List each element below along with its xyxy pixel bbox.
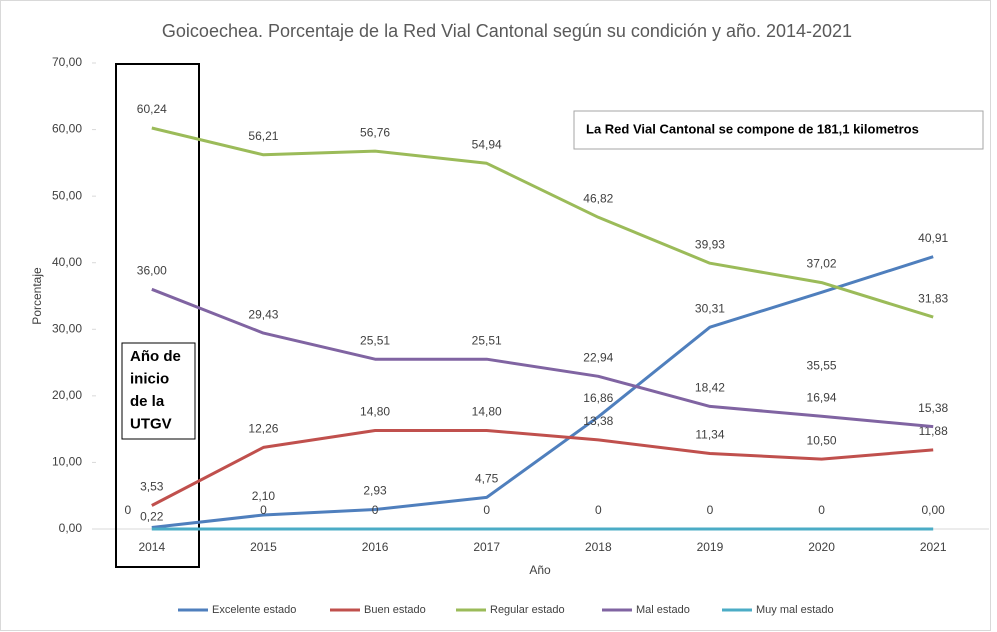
data-label: 60,24: [137, 102, 167, 116]
data-label: 2,93: [363, 484, 387, 498]
data-label: 11,88: [919, 424, 948, 438]
highlight-note-line: de la: [130, 393, 165, 410]
data-label: 0: [124, 503, 131, 517]
data-label: 39,93: [695, 237, 725, 251]
data-label: 31,83: [918, 291, 948, 305]
data-label: 11,34: [695, 428, 724, 442]
y-axis-label: Porcentaje: [30, 267, 44, 325]
data-label: 0: [372, 503, 379, 517]
data-label: 14,80: [472, 405, 502, 419]
data-label: 12,26: [248, 422, 278, 436]
data-label: 25,51: [360, 333, 390, 347]
data-label: 3,53: [140, 480, 164, 494]
data-label: 2,10: [252, 489, 276, 503]
data-label: 0: [260, 503, 267, 517]
data-label: 0: [818, 503, 825, 517]
y-tick-label: 20,00: [52, 388, 82, 402]
note: La Red Vial Cantonal se compone de 181,1…: [586, 121, 919, 136]
series-line: [151, 287, 934, 429]
series-line: [151, 126, 934, 319]
x-axis-label: Año: [529, 563, 551, 577]
data-label: 29,43: [248, 307, 278, 321]
y-tick-label: 10,00: [52, 455, 82, 469]
legend-label: Buen estado: [364, 604, 426, 616]
data-label: 0,22: [140, 510, 164, 524]
y-tick-label: 30,00: [52, 321, 82, 335]
data-label: 56,21: [248, 129, 278, 143]
data-label: 14,80: [360, 405, 390, 419]
data-label: 0: [595, 503, 602, 517]
x-tick-label: 2014: [138, 540, 165, 554]
data-label: 15,38: [918, 401, 948, 415]
data-label: 16,86: [583, 391, 613, 405]
data-label: 46,82: [583, 191, 613, 205]
x-tick-label: 2016: [362, 540, 389, 554]
data-label: 0: [483, 503, 490, 517]
data-label: 0: [707, 503, 714, 517]
data-label: 54,94: [472, 137, 502, 151]
x-tick-label: 2020: [808, 540, 835, 554]
data-label: 36,00: [137, 264, 167, 278]
data-label: 30,31: [695, 301, 725, 315]
legend-label: Muy mal estado: [756, 604, 834, 616]
y-tick-label: 70,00: [52, 55, 82, 69]
y-tick-label: 0,00: [59, 521, 83, 535]
data-label: 10,50: [807, 433, 837, 447]
series-line: [151, 429, 934, 507]
note-box: [573, 110, 984, 150]
legend-label: Regular estado: [490, 604, 565, 616]
data-label: 4,75: [475, 472, 499, 486]
data-label: 40,91: [918, 231, 948, 245]
data-label: 0,00: [922, 503, 946, 517]
data-label: 18,42: [695, 381, 725, 395]
data-label: 13,38: [583, 414, 613, 428]
y-tick-label: 40,00: [52, 255, 82, 269]
data-label: 56,76: [360, 125, 390, 139]
data-label: 22,94: [583, 350, 613, 364]
highlight-note-line: Año de: [130, 348, 181, 365]
highlight-note-box: [121, 342, 196, 440]
highlight-note-line: inicio: [130, 370, 169, 387]
x-tick-label: 2021: [920, 540, 947, 554]
x-tick-label: 2018: [585, 540, 612, 554]
legend-label: Mal estado: [636, 604, 690, 616]
legend-label: Excelente estado: [212, 604, 296, 616]
x-tick-label: 2019: [697, 540, 724, 554]
data-label: 16,94: [807, 390, 837, 404]
highlight-note: Año de inicio de la UTGV: [130, 348, 181, 433]
data-label: 25,51: [472, 333, 502, 347]
x-tick-label: 2015: [250, 540, 277, 554]
highlight-note-line: UTGV: [130, 415, 172, 432]
series-line: [151, 255, 934, 529]
chart-title: Goicoechea. Porcentaje de la Red Vial Ca…: [162, 21, 852, 41]
y-tick-label: 50,00: [52, 188, 82, 202]
data-label: 37,02: [807, 257, 837, 271]
data-label: 35,55: [807, 359, 837, 373]
highlight-box: [115, 63, 200, 568]
y-tick-label: 60,00: [52, 122, 82, 136]
x-tick-label: 2017: [473, 540, 500, 554]
